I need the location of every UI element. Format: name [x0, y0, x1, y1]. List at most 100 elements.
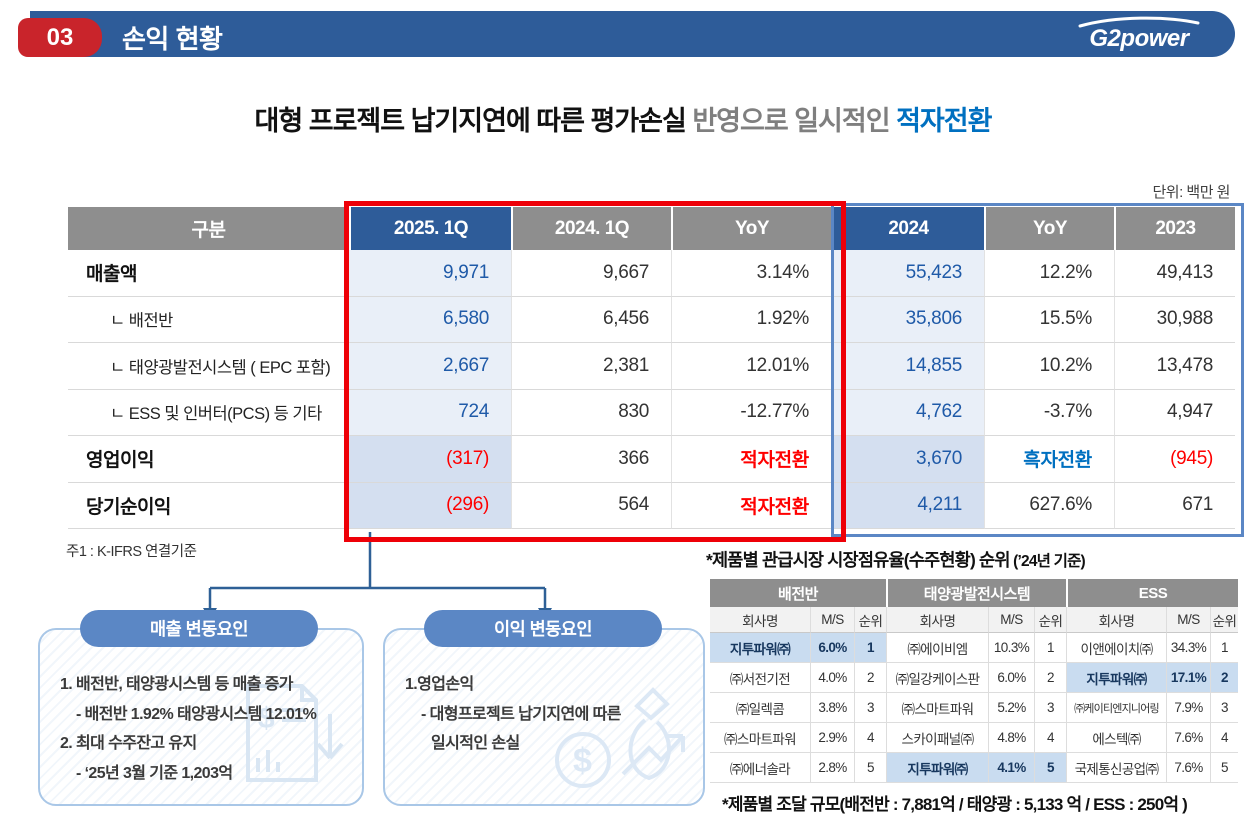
callout-line: - 대형프로젝트 납기지연에 따른: [421, 705, 621, 723]
rank-cell: 4: [1034, 723, 1066, 753]
sub-header: 회사명: [710, 607, 810, 633]
column-header: 2023: [1114, 207, 1235, 250]
table-cell: 6,580: [349, 296, 511, 343]
table-cell: 10.2%: [984, 343, 1114, 390]
callout-line: 1.영업손익: [405, 676, 474, 693]
company-cell: ㈜스마트파워: [710, 723, 810, 753]
table-cell: 564: [511, 482, 671, 529]
column-header: 2025. 1Q: [349, 207, 511, 250]
column-header: 구분: [68, 207, 349, 250]
company-cell: 에스텍㈜: [1066, 723, 1166, 753]
profit-factors-pill: 이익 변동요인: [424, 610, 662, 647]
column-header: 2024: [831, 207, 984, 250]
rank-cell: 4: [1210, 723, 1238, 753]
rank-cell: 2: [1210, 663, 1238, 693]
table-cell: 12.2%: [984, 250, 1114, 297]
slide-number-badge: 03: [18, 18, 102, 57]
company-cell: 국제통신공업㈜: [1066, 753, 1166, 783]
company-logo: G2power: [1074, 15, 1204, 53]
money-bag-icon: $: [555, 687, 685, 788]
unit-label: 단위: 백만 원: [1152, 184, 1230, 201]
rank-cell: 1: [1034, 633, 1066, 663]
market-share-table: 배전반 태양광발전시스템 ESS 회사명 M/S 순위 회사명 M/S 순위 회사명 M/S 순위 지투…: [710, 579, 1238, 783]
share-cell: 4.1%: [988, 753, 1034, 783]
profit-factors-box: $ 1.영업손익 - 대형프로젝트 납기지연에 따른 일시적인 손실: [383, 628, 705, 806]
share-cell: 6.0%: [988, 663, 1034, 693]
share-cell: 7.9%: [1166, 693, 1210, 723]
svg-text:$: $: [258, 702, 275, 735]
rank-cell: 1: [1210, 633, 1238, 663]
column-header: YoY: [984, 207, 1114, 250]
svg-text:$: $: [573, 742, 592, 780]
company-cell: 스카이패널㈜: [886, 723, 988, 753]
table-cell: (317): [349, 436, 511, 483]
market-share-title: *제품별 관급시장 시장점유율(수주현황) 순위 (’24년 기준): [706, 547, 1086, 572]
share-cell: 6.0%: [810, 633, 854, 663]
table-cell: 366: [511, 436, 671, 483]
company-cell: 지투파워㈜: [710, 633, 810, 663]
callout-line: - ‘25년 3월 기준 1,203억: [76, 764, 233, 782]
share-cell: 2.9%: [810, 723, 854, 753]
row-label: 매출액: [68, 250, 349, 297]
rank-cell: 5: [854, 753, 886, 783]
table-cell: 9,971: [349, 250, 511, 297]
subtitle: 대형 프로젝트 납기지연에 따른 평가손실 반영으로 일시적인 적자전환: [0, 99, 1246, 138]
callout-line: - 배전반 1.92% 태양광시스템 12.01%: [76, 705, 317, 723]
kifrs-note: 주1 : K-IFRS 연결기준: [66, 544, 197, 560]
row-label: 영업이익: [68, 436, 349, 483]
table-cell: (296): [349, 482, 511, 529]
invoice-chart-icon: $: [246, 684, 344, 782]
company-cell: ㈜에이비엠: [886, 633, 988, 663]
sub-header: M/S: [1166, 607, 1210, 633]
share-cell: 34.3%: [1166, 633, 1210, 663]
share-cell: 4.0%: [810, 663, 854, 693]
row-label: ㄴ ESS 및 인버터(PCS) 등 기타: [68, 389, 349, 436]
rank-cell: 3: [1034, 693, 1066, 723]
table-cell: 14,855: [831, 343, 984, 390]
rank-cell: 4: [854, 723, 886, 753]
market-share-title-suffix: (’24년 기준): [1009, 553, 1086, 570]
sub-header: 순위: [1210, 607, 1238, 633]
pnl-table: 구분 2025. 1Q 2024. 1Q YoY 2024 YoY 2023 매출액 9,971…: [68, 207, 1235, 529]
table-cell: 3,670: [831, 436, 984, 483]
share-cell: 5.2%: [988, 693, 1034, 723]
sales-factors-pill: 매출 변동요인: [80, 610, 318, 647]
table-cell: 흑자전환: [984, 436, 1114, 483]
callout-line: 2. 최대 수주잔고 유지: [60, 735, 197, 753]
rank-cell: 3: [1210, 693, 1238, 723]
subtitle-part3: 적자전환: [896, 106, 992, 136]
procurement-footnote: *제품별 조달 규모(배전반 : 7,881억 / 태양광 : 5,133 억 …: [722, 795, 1188, 814]
table-cell: 4,211: [831, 482, 984, 529]
table-cell: -12.77%: [671, 389, 831, 436]
sub-header: 회사명: [886, 607, 988, 633]
column-header: 2024. 1Q: [511, 207, 671, 250]
table-cell: 627.6%: [984, 482, 1114, 529]
group-header: ESS: [1066, 579, 1238, 607]
company-cell: ㈜서전기전: [710, 663, 810, 693]
row-label: ㄴ 태양광발전시스템 ( EPC 포함): [68, 343, 349, 390]
header-bar: [30, 11, 1235, 57]
table-cell: 적자전환: [671, 482, 831, 529]
table-cell: 12.01%: [671, 343, 831, 390]
subtitle-part2: 반영으로 일시적인: [692, 106, 897, 136]
table-cell: 35,806: [831, 296, 984, 343]
row-label: ㄴ 배전반: [68, 296, 349, 343]
table-cell: 6,456: [511, 296, 671, 343]
company-cell: 지투파워㈜: [1066, 663, 1166, 693]
sales-factors-lines: 1. 배전반, 태양광시스템 등 매출 증가 - 배전반 1.92% 태양광시스템…: [60, 674, 350, 792]
subtitle-part1: 대형 프로젝트 납기지연에 따른 평가손실: [254, 106, 693, 136]
company-cell: ㈜일강케이스판: [886, 663, 988, 693]
table-cell: (945): [1114, 436, 1235, 483]
callout-line: 1. 배전반, 태양광시스템 등 매출 증가: [60, 676, 294, 693]
table-cell: 671: [1114, 482, 1235, 529]
sub-header: M/S: [988, 607, 1034, 633]
share-cell: 7.6%: [1166, 753, 1210, 783]
table-cell: 4,762: [831, 389, 984, 436]
table-cell: 2,667: [349, 343, 511, 390]
rank-cell: 2: [1034, 663, 1066, 693]
share-cell: 7.6%: [1166, 723, 1210, 753]
sales-factors-box: $ 1. 배전반, 태양광시스템 등 매출 증가 - 배전반 1.92% 태양광시…: [38, 628, 364, 806]
company-cell: ㈜일렉콤: [710, 693, 810, 723]
page-title: 손익 현황: [122, 24, 223, 54]
table-cell: 13,478: [1114, 343, 1235, 390]
